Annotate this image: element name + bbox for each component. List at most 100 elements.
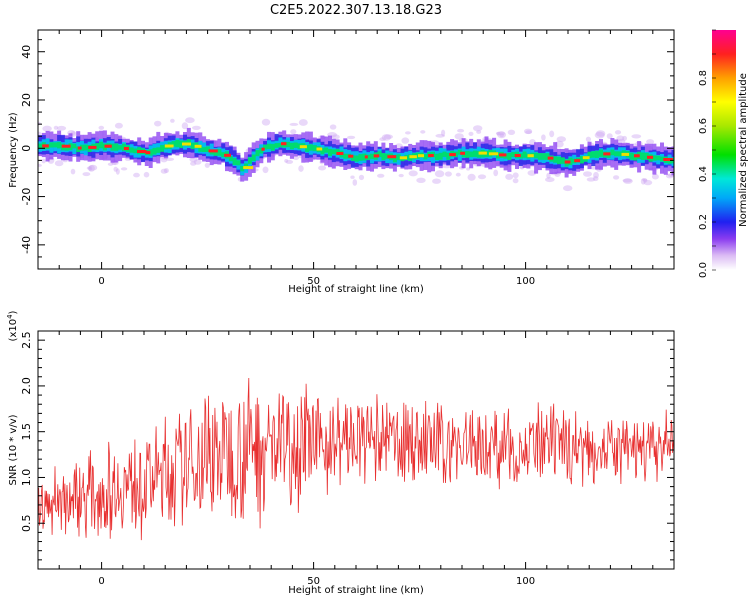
colorbar-label: Normalized spectral amplitude xyxy=(738,73,749,227)
heatmap-cell xyxy=(524,128,533,134)
heatmap-cell xyxy=(373,154,380,158)
colorbar-tick-label: 0.0 xyxy=(698,262,709,278)
heatmap-cell xyxy=(499,153,507,157)
heatmap-cell xyxy=(251,154,256,161)
heatmap-cell xyxy=(477,174,487,180)
heatmap-cell xyxy=(358,154,363,161)
heatmap-cell xyxy=(656,155,661,161)
heatmap-cell xyxy=(585,136,592,142)
heatmap-cell xyxy=(444,171,452,177)
heatmap-cell xyxy=(466,167,471,171)
heatmap-cell xyxy=(164,144,174,148)
heatmap-cell xyxy=(385,153,390,159)
heatmap-cell xyxy=(49,142,54,148)
heatmap-cell xyxy=(354,155,359,162)
y-tick-label: 40 xyxy=(20,45,33,59)
heatmap-cell xyxy=(618,151,622,157)
heatmap-cell xyxy=(621,152,630,156)
heatmap-cell xyxy=(496,131,501,136)
heatmap-cell xyxy=(473,125,483,132)
spectrogram-ylabel: Frequency (Hz) xyxy=(8,112,19,188)
heatmap-cell xyxy=(432,178,441,184)
heatmap-cell xyxy=(133,172,140,178)
heatmap-cell xyxy=(38,143,42,149)
heatmap-cell xyxy=(631,134,642,139)
heatmap-cell xyxy=(53,142,58,148)
heatmap-cell xyxy=(86,166,92,170)
heatmap-cell xyxy=(289,142,294,150)
heatmap-cell xyxy=(331,149,336,155)
heatmap-cell xyxy=(409,155,417,159)
heatmap-cell xyxy=(582,156,590,160)
x-tick-label: 0 xyxy=(98,576,104,587)
colorbar-tick-label: 0.4 xyxy=(698,166,709,182)
heatmap-cell xyxy=(284,159,289,163)
heatmap-cell xyxy=(54,160,64,167)
heatmap-cell xyxy=(454,133,464,140)
heatmap-cell xyxy=(537,153,542,160)
heatmap-cell xyxy=(622,178,632,183)
heatmap-cell xyxy=(259,147,264,154)
y-tick-label: 1.0 xyxy=(20,469,33,487)
heatmap-cell xyxy=(555,140,564,148)
heatmap-cell xyxy=(331,134,340,140)
heatmap-cell xyxy=(505,173,514,180)
heatmap-cell xyxy=(328,149,332,156)
heatmap-cell xyxy=(193,159,202,165)
heatmap-cell xyxy=(651,173,659,180)
heatmap-cell xyxy=(98,125,105,130)
heatmap-cell xyxy=(434,153,439,160)
heatmap-cell xyxy=(564,160,571,164)
heatmap-cell xyxy=(563,185,573,192)
heatmap-cell xyxy=(156,147,161,153)
heatmap-cell xyxy=(399,156,407,160)
snr-ticks: 0.5 1.0 1.5 2.0 2.5 0 50 100 xyxy=(20,331,675,587)
heatmap-cell xyxy=(145,151,151,155)
heatmap-cell xyxy=(38,131,42,136)
heatmap-cell xyxy=(511,152,516,157)
heatmap-cell xyxy=(593,171,599,179)
heatmap-cell xyxy=(449,153,456,157)
x-tick-label: 50 xyxy=(307,276,320,287)
heatmap-cell xyxy=(115,168,120,175)
y-tick-label: 1.5 xyxy=(20,423,33,441)
heatmap-cell xyxy=(350,155,355,161)
heatmap-cell xyxy=(377,173,385,178)
heatmap-cell xyxy=(420,130,426,134)
heatmap-cell xyxy=(441,129,446,137)
heatmap-cell xyxy=(594,131,605,139)
heatmap-cell xyxy=(53,125,59,130)
heatmap-cell xyxy=(497,131,507,139)
heatmap-cell xyxy=(298,165,304,172)
heatmap-cell xyxy=(396,154,401,161)
x-tick-label: 100 xyxy=(516,276,535,287)
heatmap-cell xyxy=(634,154,640,158)
heatmap-cell xyxy=(541,153,546,160)
heatmap-cell xyxy=(616,135,625,142)
heatmap-cell xyxy=(583,171,592,177)
heatmap-cell xyxy=(514,154,521,157)
heatmap-cell xyxy=(381,153,386,161)
heatmap-cell xyxy=(88,145,97,149)
snr-series-line xyxy=(38,377,674,541)
y-tick-label: 0.5 xyxy=(20,514,33,532)
y-tick-label: 2.0 xyxy=(20,377,33,395)
x-tick-label: 0 xyxy=(98,276,104,287)
colorbar: 0.0 0.2 0.4 0.6 0.8 Normalized spectral ampl… xyxy=(698,29,749,278)
heatmap-cell xyxy=(329,124,337,130)
heatmap-cell xyxy=(213,150,218,156)
heatmap-cell xyxy=(640,152,645,160)
heatmap-cell xyxy=(324,147,329,153)
heatmap-cell xyxy=(114,122,123,129)
heatmap-cell xyxy=(107,162,114,166)
y-tick-label: 2.5 xyxy=(20,331,33,349)
heatmap-cell xyxy=(545,177,555,183)
heatmap-cell xyxy=(383,134,393,139)
heatmap-cell xyxy=(352,179,358,186)
heatmap-cell xyxy=(643,178,648,183)
heatmap-cell xyxy=(434,170,445,178)
heatmap-cell xyxy=(417,154,424,158)
heatmap-cell xyxy=(208,149,218,153)
heatmap-cell xyxy=(192,125,201,130)
heatmap-cell xyxy=(88,165,93,172)
